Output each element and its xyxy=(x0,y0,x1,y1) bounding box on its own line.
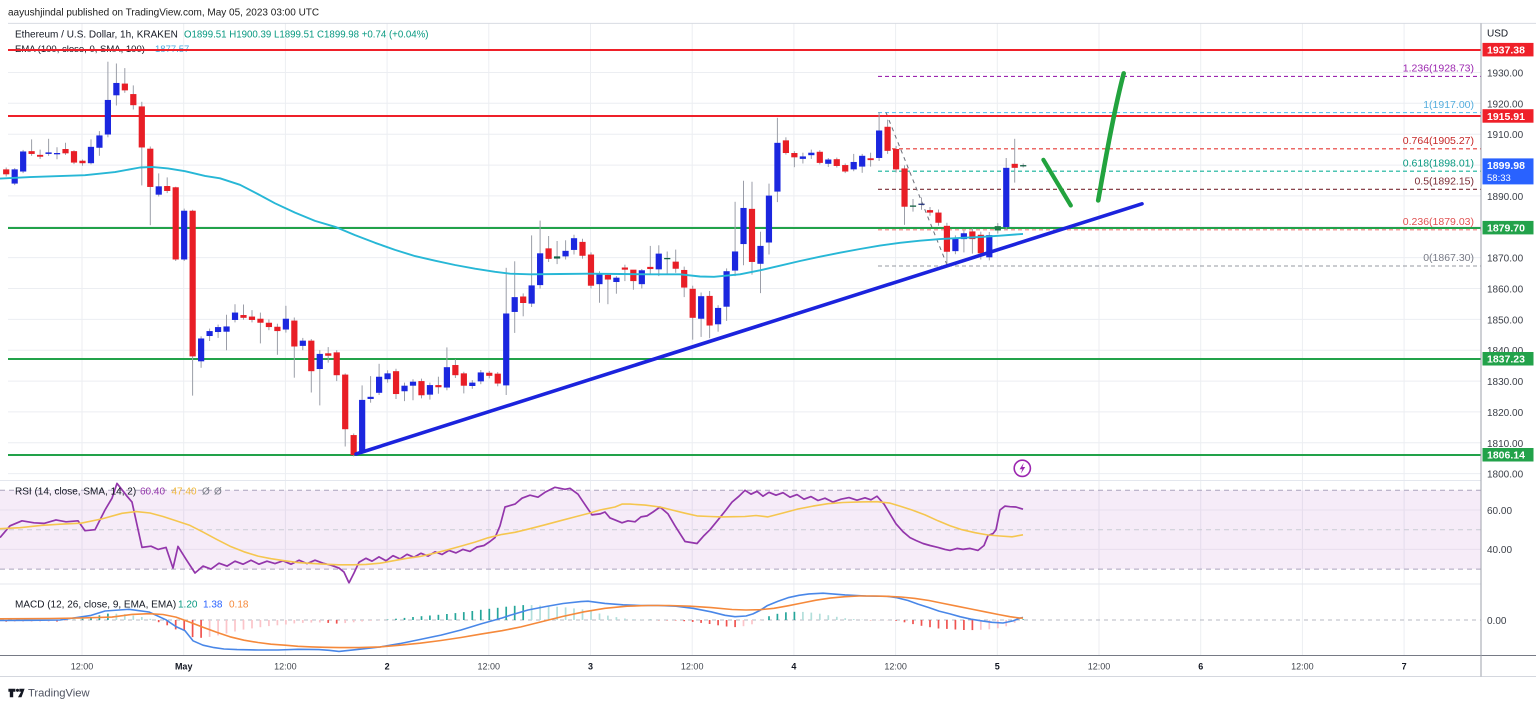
svg-text:1800.00: 1800.00 xyxy=(1487,470,1524,481)
svg-text:1(1917.00): 1(1917.00) xyxy=(1423,99,1474,111)
svg-text:1920.00: 1920.00 xyxy=(1487,99,1524,110)
svg-text:4: 4 xyxy=(791,662,796,672)
svg-text:Ethereum / U.S. Dollar, 1h, KR: Ethereum / U.S. Dollar, 1h, KRAKEN xyxy=(15,30,178,41)
svg-text:May: May xyxy=(175,662,193,672)
svg-text:USD: USD xyxy=(1487,29,1508,40)
svg-text:60.40: 60.40 xyxy=(140,487,165,498)
svg-text:12:00: 12:00 xyxy=(478,662,501,672)
svg-text:0.00: 0.00 xyxy=(1487,616,1507,627)
svg-text:1.20: 1.20 xyxy=(178,600,198,611)
svg-text:0.764(1905.27): 0.764(1905.27) xyxy=(1403,135,1474,147)
svg-text:1810.00: 1810.00 xyxy=(1487,439,1524,450)
svg-text:6: 6 xyxy=(1198,662,1203,672)
svg-text:12:00: 12:00 xyxy=(274,662,297,672)
svg-text:1837.23: 1837.23 xyxy=(1487,354,1525,366)
svg-text:RSI (14, close, SMA, 14, 2): RSI (14, close, SMA, 14, 2) xyxy=(15,487,136,498)
svg-text:1860.00: 1860.00 xyxy=(1487,285,1524,296)
svg-text:1910.00: 1910.00 xyxy=(1487,130,1524,141)
svg-text:Ø: Ø xyxy=(214,487,222,498)
svg-text:1850.00: 1850.00 xyxy=(1487,315,1524,326)
svg-text:1915.91: 1915.91 xyxy=(1487,111,1525,123)
svg-text:2: 2 xyxy=(385,662,390,672)
svg-text:58:33: 58:33 xyxy=(1487,173,1511,184)
svg-text:1870.00: 1870.00 xyxy=(1487,254,1524,265)
svg-text:12:00: 12:00 xyxy=(71,662,94,672)
svg-text:O1899.51 H1900.39 L1899.51: O1899.51 H1900.39 L1899.51 C1899.98 +0.7… xyxy=(184,30,429,41)
svg-text:0.236(1879.03): 0.236(1879.03) xyxy=(1403,216,1474,228)
svg-text:47.40: 47.40 xyxy=(172,487,197,498)
svg-text:1.236(1928.73): 1.236(1928.73) xyxy=(1403,63,1474,75)
svg-text:1840.00: 1840.00 xyxy=(1487,346,1524,357)
svg-text:1937.38: 1937.38 xyxy=(1487,45,1525,57)
svg-text:MACD (12, 26, close, 9, EMA, E: MACD (12, 26, close, 9, EMA, EMA) xyxy=(15,600,176,611)
svg-text:12:00: 12:00 xyxy=(884,662,907,672)
svg-text:1806.14: 1806.14 xyxy=(1487,450,1525,462)
svg-text:1.38: 1.38 xyxy=(203,600,223,611)
svg-text:12:00: 12:00 xyxy=(1088,662,1111,672)
svg-text:aayushjindal published on Trad: aayushjindal published on TradingView.co… xyxy=(8,7,319,18)
svg-text:12:00: 12:00 xyxy=(681,662,704,672)
svg-text:1830.00: 1830.00 xyxy=(1487,377,1524,388)
svg-text:1879.70: 1879.70 xyxy=(1487,223,1525,235)
svg-text:TradingView: TradingView xyxy=(28,687,90,699)
svg-text:0.5(1892.15): 0.5(1892.15) xyxy=(1414,176,1474,188)
svg-text:1890.00: 1890.00 xyxy=(1487,192,1524,203)
svg-text:1930.00: 1930.00 xyxy=(1487,69,1524,80)
svg-text:1899.98: 1899.98 xyxy=(1487,160,1525,172)
svg-text:7: 7 xyxy=(1402,662,1407,672)
svg-text:0.18: 0.18 xyxy=(229,600,249,611)
svg-text:12:00: 12:00 xyxy=(1291,662,1314,672)
svg-text:5: 5 xyxy=(995,662,1000,672)
svg-text:60.00: 60.00 xyxy=(1487,506,1512,517)
svg-text:1820.00: 1820.00 xyxy=(1487,408,1524,419)
svg-text:Ø: Ø xyxy=(202,487,210,498)
svg-text:40.00: 40.00 xyxy=(1487,545,1512,556)
svg-text:3: 3 xyxy=(588,662,593,672)
svg-text:0.618(1898.01): 0.618(1898.01) xyxy=(1403,157,1474,169)
svg-text:0(1867.30): 0(1867.30) xyxy=(1423,252,1474,264)
